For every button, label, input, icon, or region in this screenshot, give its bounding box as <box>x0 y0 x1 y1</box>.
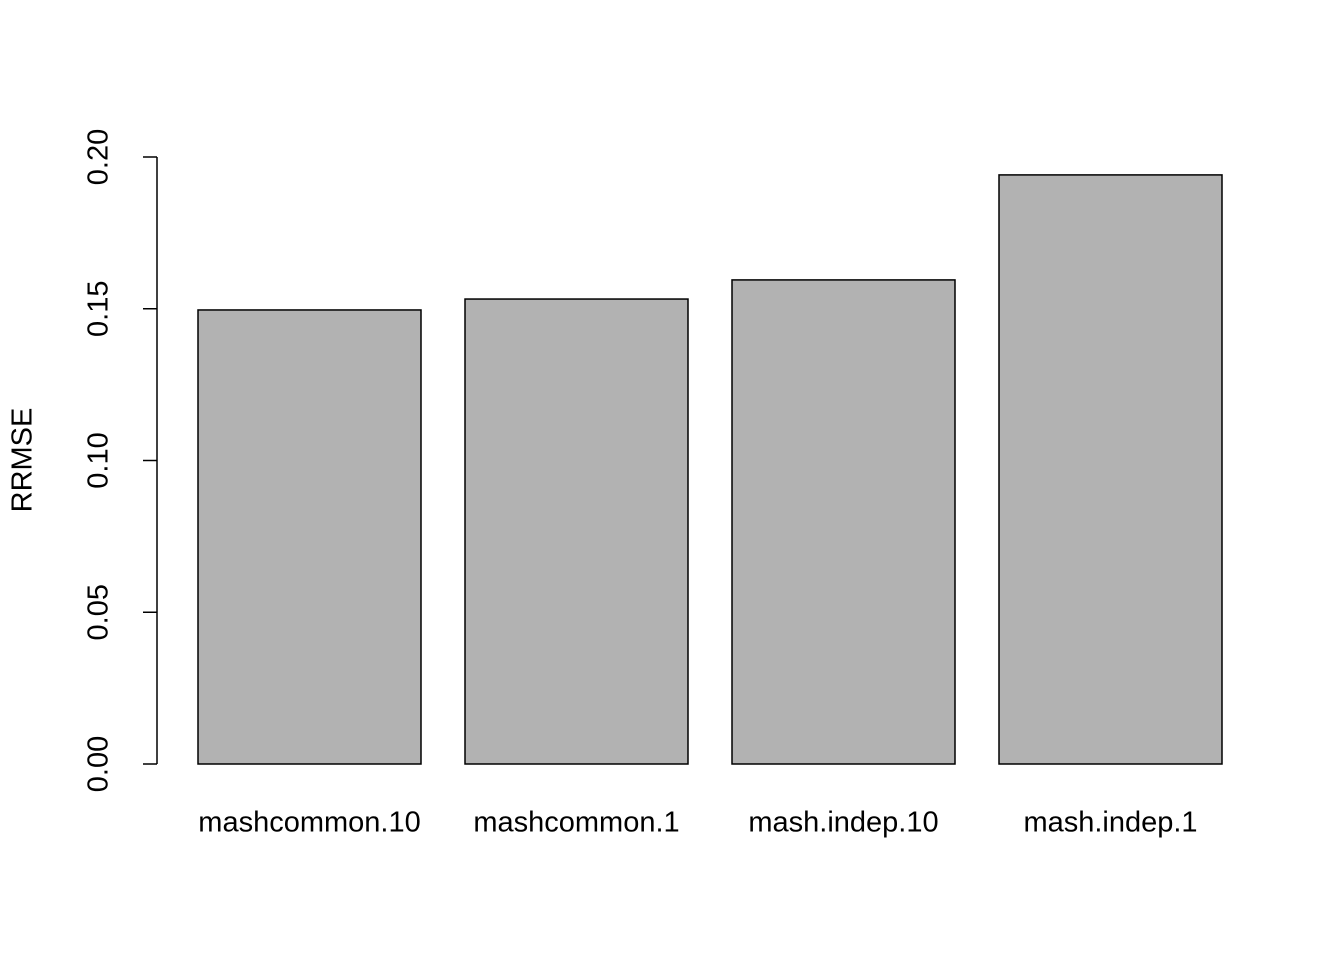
x-tick-label: mash.indep.1 <box>1023 807 1197 839</box>
bar <box>197 309 422 765</box>
y-tick-label: 0.20 <box>83 129 115 185</box>
bar <box>998 174 1223 765</box>
x-tick-label: mashcommon.10 <box>198 807 420 839</box>
y-tick-label: 0.00 <box>83 736 115 792</box>
bar <box>731 279 956 765</box>
y-tick-label: 0.05 <box>83 584 115 640</box>
y-axis-label: RRMSE <box>7 408 39 513</box>
bar <box>464 298 689 765</box>
y-tick-label: 0.15 <box>83 281 115 337</box>
x-tick-label: mashcommon.1 <box>473 807 679 839</box>
x-tick-label: mash.indep.10 <box>748 807 938 839</box>
y-tick-label: 0.10 <box>83 432 115 488</box>
